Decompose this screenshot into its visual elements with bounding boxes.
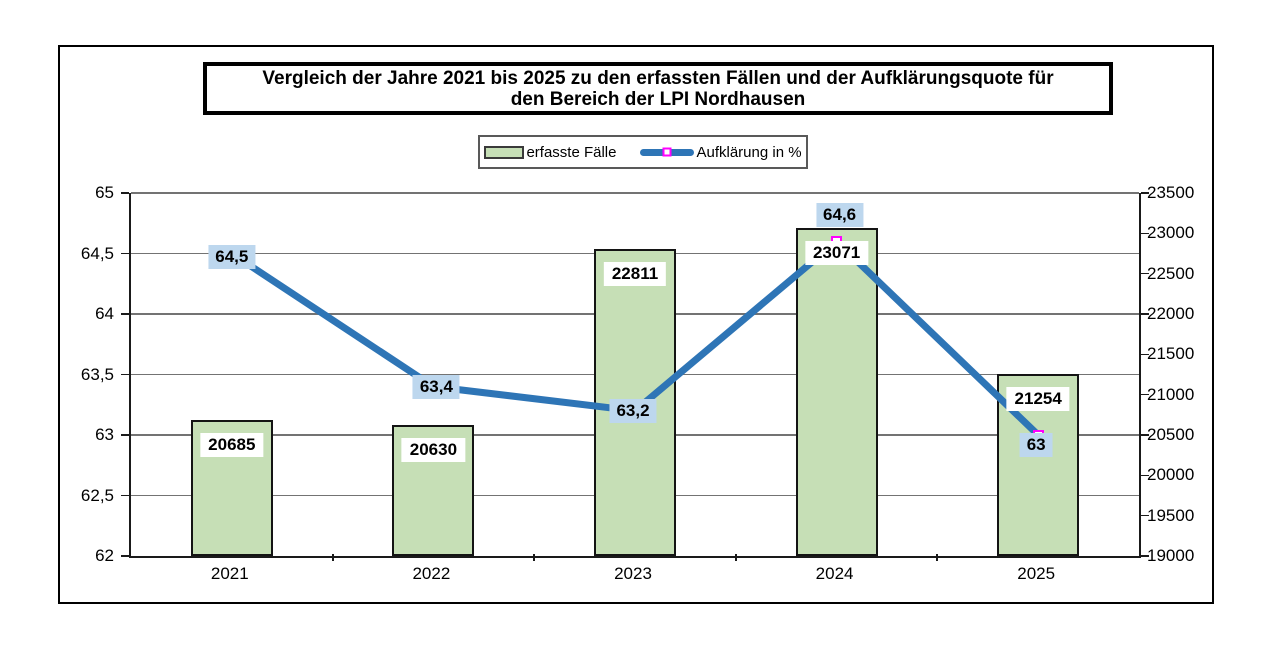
x-axis-tick [533,554,536,561]
line-value-label: 64,5 [208,244,256,269]
line-value-label: 63,2 [609,398,657,423]
left-axis-tick [121,555,129,557]
bar [795,227,878,556]
right-axis-tick [1141,434,1149,436]
right-axis-tick [1141,474,1149,477]
category-label: 2024 [815,564,854,583]
right-axis-tick-label: 22500 [1147,263,1195,283]
line-series [228,237,1042,439]
left-axis-tick [121,252,129,255]
category-label: 2023 [614,564,652,583]
right-axis-tick [1141,313,1149,315]
plot-area: 20685 20630 22811 23071 21254 64,5 63,4 63,2 64,… [121,192,1149,561]
left-axis-tick-label: 63 [95,425,114,444]
left-axis-tick-label: 62,5 [80,485,114,505]
category-label: 2021 [210,564,249,583]
legend-item-line: Aufklärung in % [640,143,802,161]
legend-line-marker-icon [662,147,672,157]
bar-value-label: 20630 [401,437,466,462]
category-label: 2022 [412,564,451,583]
right-axis-tick [1141,393,1149,396]
left-axis-tick [121,192,129,194]
right-axis-tick-label: 19000 [1147,546,1195,565]
legend: erfasste Fälle Aufklärung in % [478,135,808,169]
chart-title-line2: den Bereich der LPI Nordhausen [510,88,806,110]
bar-value-label: 23071 [804,240,869,265]
left-axis-tick-label: 65 [95,183,114,202]
left-axis-tick [121,434,129,436]
left-axis-tick-label: 64 [95,304,114,323]
bar-value-label: 20685 [200,433,264,458]
right-axis-tick [1141,555,1149,557]
chart-title-line1: Vergleich der Jahre 2021 bis 2025 zu den… [262,67,1054,89]
legend-line-label: Aufklärung in % [696,143,802,161]
right-axis-tick-label: 21500 [1147,344,1195,364]
right-axis-tick-label: 19500 [1147,505,1195,525]
right-axis-tick-label: 23000 [1147,223,1195,243]
left-axis-tick-label: 62 [95,546,114,565]
x-axis-tick [936,554,939,561]
right-axis-tick [1141,192,1149,194]
left-axis-tick [121,373,129,376]
right-axis-tick-label: 23500 [1147,183,1195,202]
right-axis-tick [1141,232,1149,235]
right-axis-tick [1141,272,1149,275]
x-axis-tick [331,554,334,561]
gridline [131,192,1139,194]
right-axis-tick [1141,514,1149,517]
right-axis-tick-label: 22000 [1147,304,1195,323]
legend-bar-label: erfasste Fälle [526,143,617,161]
right-axis-tick-label: 20500 [1147,425,1195,444]
bar-value-label: 22811 [603,261,667,286]
right-axis-tick-label: 21000 [1147,384,1195,404]
left-axis-tick [121,494,129,497]
x-axis-tick [734,554,737,561]
legend-item-bars: erfasste Fälle [484,144,616,161]
category-label: 2025 [1017,564,1056,583]
line-value-label: 63,4 [412,374,460,399]
chart-title: Vergleich der Jahre 2021 bis 2025 zu den… [203,62,1113,115]
bar-value-label: 21254 [1006,387,1070,412]
right-axis-tick [1141,353,1149,356]
right-axis-tick-label: 20000 [1147,465,1195,485]
left-axis-tick-label: 64,5 [80,243,114,263]
line-value-label: 64,6 [816,203,864,228]
left-axis-tick-label: 63,5 [80,364,114,384]
legend-bar-swatch-icon [484,145,525,159]
legend-line-swatch-icon [640,147,695,157]
left-axis-tick [121,313,129,315]
line-value-label: 63 [1019,433,1053,457]
